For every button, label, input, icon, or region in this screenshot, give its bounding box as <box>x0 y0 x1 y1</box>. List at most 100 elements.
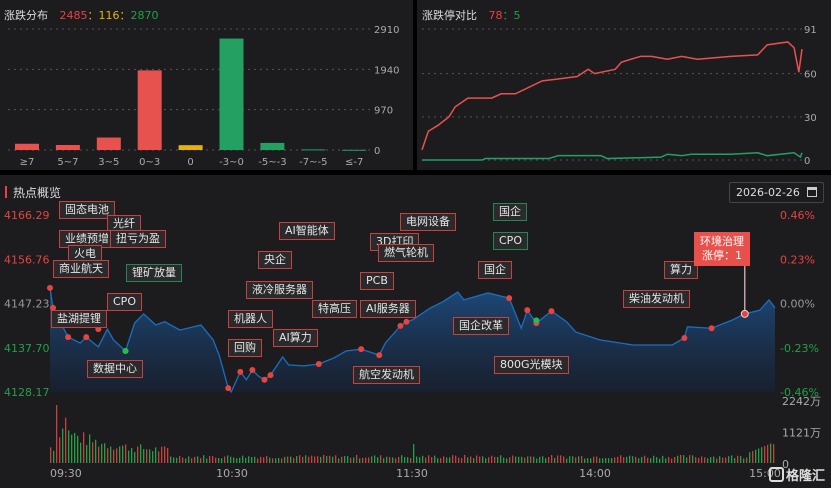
volume-bar <box>122 445 124 463</box>
price-area <box>50 287 775 392</box>
hotspot-tag[interactable]: AI智能体 <box>279 222 335 240</box>
volume-bar <box>539 456 541 463</box>
event-marker <box>65 334 72 341</box>
volume-bar <box>650 458 652 463</box>
volume-bar <box>455 455 457 463</box>
volume-bar <box>668 456 670 463</box>
volume-bar <box>434 455 436 463</box>
y-tick-label: 60 <box>804 70 817 81</box>
volume-bar <box>491 455 493 463</box>
volume-bar <box>743 458 745 463</box>
volume-bar <box>698 457 700 463</box>
volume-bar <box>710 457 712 463</box>
volume-bar <box>92 442 94 463</box>
hotspot-tag[interactable]: CPO <box>107 293 142 311</box>
hot-tag-environment[interactable]: 环境治理 涨停：1 <box>694 232 750 266</box>
volume-bar <box>617 456 619 463</box>
volume-bar <box>407 457 409 463</box>
volume-bar <box>101 443 103 463</box>
volume-bar <box>731 455 733 463</box>
volume-bar <box>218 457 220 463</box>
volume-bar <box>116 448 118 463</box>
volume-bar <box>485 458 487 463</box>
event-marker <box>50 304 57 311</box>
limit-compare-chart: 0 30 60 91 <box>421 25 817 167</box>
volume-bar <box>68 430 70 463</box>
volume-bar <box>263 457 265 463</box>
hotspot-tag[interactable]: 光纤 <box>107 215 141 233</box>
hotspot-tag[interactable]: 数据中心 <box>87 360 143 378</box>
volume-bar <box>170 456 172 463</box>
date-picker[interactable]: 2026-02-26 <box>729 182 825 203</box>
volume-bar <box>683 455 685 463</box>
sep: ： <box>87 9 99 22</box>
hotspot-tag[interactable]: 商业航天 <box>53 260 109 278</box>
hotspot-tag[interactable]: 锂矿放量 <box>126 264 182 282</box>
volume-bar <box>416 456 418 463</box>
hotspot-tag[interactable]: 国企 <box>478 261 512 279</box>
time-tick: 11:30 <box>396 467 428 480</box>
y-tick-label: 30 <box>804 113 817 124</box>
event-marker-green <box>122 348 129 355</box>
volume-bar <box>272 458 274 463</box>
hotspot-tag[interactable]: 柴油发动机 <box>623 290 690 308</box>
volume-bar <box>83 432 85 463</box>
hotspot-tag[interactable]: 扭亏为盈 <box>110 230 166 248</box>
hotspot-tag[interactable]: 机器人 <box>228 310 273 328</box>
volume-bar <box>749 452 751 463</box>
hotspot-tag[interactable]: 航空发动机 <box>353 366 420 384</box>
volume-bar <box>602 458 604 463</box>
volume-bar <box>164 446 166 463</box>
volume-bar <box>113 449 115 463</box>
volume-bar <box>338 458 340 463</box>
volume-bar <box>230 456 232 463</box>
volume-bar <box>182 457 184 463</box>
hotspot-tag[interactable]: PCB <box>360 272 394 290</box>
hotspot-tag[interactable]: 国企改革 <box>453 317 509 335</box>
hotspot-tag[interactable]: 业绩预增 <box>59 230 115 248</box>
volume-bar <box>611 458 613 463</box>
hotspot-tag[interactable]: 火电 <box>68 245 102 263</box>
hotspot-tag[interactable]: AI算力 <box>273 329 318 347</box>
y-tick-label: 1940 <box>374 65 399 76</box>
volume-bar <box>125 444 127 463</box>
hotspot-tag[interactable]: 盐湖提锂 <box>51 310 107 328</box>
volume-bar <box>197 456 199 463</box>
volume-bar <box>107 448 109 463</box>
pct-tick: 0.46% <box>780 209 815 222</box>
hotspot-tag[interactable]: 特高压 <box>312 300 357 318</box>
hotspot-tag[interactable]: 回购 <box>228 339 262 357</box>
bar-≥7 <box>15 143 39 150</box>
volume-bar <box>479 456 481 463</box>
hotspot-tag[interactable]: 电网设备 <box>400 213 456 231</box>
hotspot-tag[interactable]: 算力 <box>664 261 698 279</box>
volume-bar <box>245 457 247 463</box>
volume-bar <box>308 456 310 463</box>
volume-bar <box>320 456 322 463</box>
hotspot-tag[interactable]: 燃气轮机 <box>378 244 434 262</box>
hotspot-tag[interactable]: 液冷服务器 <box>246 281 313 299</box>
event-marker <box>249 367 256 374</box>
hotspot-tag[interactable]: 800G光模块 <box>494 356 569 374</box>
pct-tick: -0.23% <box>780 342 819 355</box>
intraday-chart: 4166.29 4156.76 4147.23 4137.70 4128.17 0.46%… <box>4 209 821 480</box>
limit-down-count: 5 <box>513 9 521 22</box>
volume-bar <box>344 456 346 463</box>
hotspot-tag[interactable]: 固态电池 <box>59 201 115 219</box>
up-count: 2485 <box>59 9 88 22</box>
volume-bar <box>686 457 688 463</box>
volume-bar <box>95 439 97 463</box>
hotspot-tag[interactable]: 央企 <box>258 251 292 269</box>
event-marker <box>315 361 322 368</box>
volume-bar <box>236 458 238 463</box>
x-tick-label: ≤-7 <box>345 157 363 168</box>
hotspot-tag[interactable]: AI服务器 <box>360 300 416 318</box>
hotspot-tag[interactable]: CPO <box>493 232 528 250</box>
volume-bar <box>329 455 331 463</box>
volume-bar <box>473 458 475 463</box>
event-marker <box>681 334 688 341</box>
time-tick: 15:00 <box>749 467 781 480</box>
time-tick: 10:30 <box>216 467 248 480</box>
hotspot-tag[interactable]: 国企 <box>493 203 527 221</box>
event-marker <box>524 307 531 314</box>
